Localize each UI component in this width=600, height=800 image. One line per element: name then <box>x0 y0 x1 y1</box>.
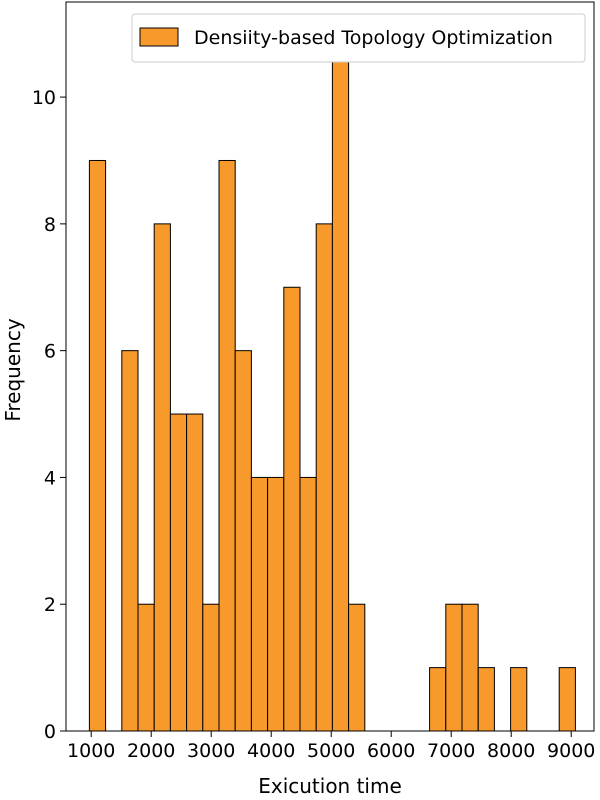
x-tick-label: 9000 <box>547 740 595 762</box>
histogram-bar <box>348 603 366 732</box>
histogram-bar <box>186 413 204 732</box>
histogram-bar <box>250 476 269 732</box>
histogram-bar <box>88 159 107 732</box>
x-tick-label: 8000 <box>487 740 535 762</box>
y-tick-label: 4 <box>44 467 56 489</box>
bars-layer <box>88 33 576 732</box>
y-tick-label: 0 <box>44 721 56 743</box>
y-tick-label: 2 <box>44 594 56 616</box>
x-tick-label: 3000 <box>187 740 235 762</box>
histogram-bar <box>202 603 220 732</box>
histogram-bar <box>558 667 576 732</box>
legend: Densiity-based Topology Optimization <box>131 13 586 63</box>
legend-swatch <box>139 27 179 47</box>
y-axis-title: Frequency <box>1 318 25 421</box>
x-tick-label: 4000 <box>247 740 295 762</box>
histogram-bar <box>153 223 171 732</box>
histogram-bar <box>283 286 301 732</box>
plot-frame <box>65 1 595 732</box>
x-tick-label: 7000 <box>427 740 475 762</box>
legend-label: Densiity-based Topology Optimization <box>194 27 553 49</box>
histogram-bar <box>445 603 463 732</box>
histogram-bar <box>299 476 317 732</box>
histogram-bar <box>267 476 285 732</box>
histogram-bar <box>461 603 479 732</box>
histogram-bar <box>169 413 188 732</box>
histogram-bar <box>218 159 236 732</box>
x-tick-label: 2000 <box>127 740 175 762</box>
histogram-bar <box>331 33 350 732</box>
histogram-bar <box>315 223 333 732</box>
x-tick-label: 1000 <box>67 740 115 762</box>
histogram-bar <box>429 667 447 732</box>
legend-box <box>131 13 586 63</box>
histogram-bar <box>510 667 528 732</box>
y-axis-ticks: 0 2 4 6 8 10 <box>32 87 66 743</box>
x-tick-label: 6000 <box>367 740 415 762</box>
y-tick-label: 8 <box>44 214 56 236</box>
y-tick-label: 10 <box>32 87 56 109</box>
x-axis-title: Exicution time <box>258 774 402 798</box>
x-axis-ticks: 1000 2000 3000 4000 5000 6000 7000 8000 9000 <box>67 731 595 762</box>
x-tick-label: 5000 <box>307 740 355 762</box>
y-tick-label: 6 <box>44 341 56 363</box>
histogram-bar <box>121 350 139 732</box>
histogram-bar <box>477 667 495 732</box>
histogram-bar <box>137 603 155 732</box>
histogram-bar <box>234 350 252 732</box>
